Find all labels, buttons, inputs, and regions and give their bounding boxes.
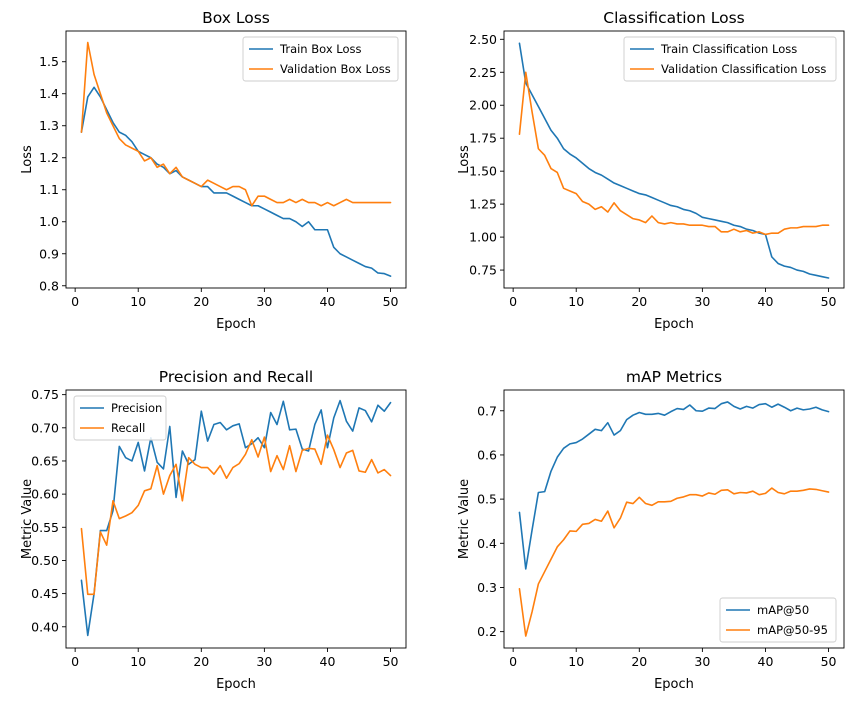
legend-box <box>719 597 837 643</box>
plot-frame <box>65 30 407 289</box>
chart-title: Classification Loss <box>603 9 744 27</box>
x-tick-label: 20 <box>193 294 209 309</box>
x-tick-label: 0 <box>71 654 79 669</box>
x-tick-label: 50 <box>821 294 837 309</box>
y-tick-label: 0.5 <box>477 492 497 507</box>
y-tick-label: 0.3 <box>477 580 497 595</box>
chart-map-metrics: 0 10 20 30 40 50 0.2 0.3 0.4 0.5 0.6 0.7 mAP Metrics… <box>457 368 845 692</box>
y-tick-label: 0.45 <box>31 586 59 601</box>
y-tick-label: 0.7 <box>477 403 497 418</box>
legend: mAP@50 mAP@50-95 <box>719 597 837 643</box>
x-tick-label: 40 <box>758 654 774 669</box>
x-tick-label: 30 <box>256 654 272 669</box>
x-axis-label: Epoch <box>654 677 694 692</box>
x-tick-label: 40 <box>320 294 336 309</box>
y-tick-label: 1.0 <box>39 214 59 229</box>
chart-title: Precision and Recall <box>159 368 313 386</box>
y-tick-label: 2.50 <box>469 32 497 47</box>
y-tick-label: 0.9 <box>39 246 59 261</box>
y-tick-label: 0.40 <box>31 619 59 634</box>
y-tick-label: 0.50 <box>31 553 59 568</box>
legend-box <box>623 36 837 82</box>
y-tick-label: 0.70 <box>31 420 59 435</box>
legend: Train Box Loss Validation Box Loss <box>242 36 399 82</box>
chart-box-loss: 0 10 20 30 40 50 0.8 0.9 1.0 1.1 1.2 1.3 1.4 1.5 Box L… <box>20 9 407 332</box>
y-axis-label: Loss <box>457 145 472 174</box>
chart-title: mAP Metrics <box>626 368 722 386</box>
y-tick-label: 0.55 <box>31 520 59 535</box>
series-line-precision <box>80 399 392 637</box>
x-tick-label: 30 <box>694 654 710 669</box>
plot-frame <box>503 30 845 289</box>
chart-precision-and-recall: 0 10 20 30 40 50 0.40 0.45 0.50 0.55 0.60 0.65 0.70 0… <box>20 368 407 692</box>
y-tick-label: 0.75 <box>469 263 497 278</box>
series-line-recall <box>80 434 392 596</box>
legend-label-map-at-50: mAP@50 <box>757 603 809 617</box>
y-axis-label: Metric Value <box>20 479 35 559</box>
legend-box <box>242 36 399 82</box>
x-tick-label: 50 <box>821 654 837 669</box>
x-tick-label: 10 <box>130 294 146 309</box>
x-tick-label: 0 <box>509 654 517 669</box>
series-line-validation-box-loss <box>80 41 392 207</box>
x-tick-label: 20 <box>631 654 647 669</box>
y-tick-label: 2.25 <box>469 65 497 80</box>
x-tick-label: 40 <box>320 654 336 669</box>
x-tick-label: 50 <box>383 654 399 669</box>
x-axis-label: Epoch <box>216 317 256 332</box>
x-tick-label: 30 <box>256 294 272 309</box>
legend: Precision Recall <box>73 395 167 441</box>
y-tick-label: 1.2 <box>39 150 59 165</box>
x-tick-label: 20 <box>193 654 209 669</box>
series-line-map-at-50-95 <box>518 487 830 637</box>
y-tick-label: 1.3 <box>39 118 59 133</box>
legend-label-validation-classification-loss: Validation Classification Loss <box>661 62 826 76</box>
y-tick-label: 2.00 <box>469 98 497 113</box>
x-tick-label: 30 <box>694 294 710 309</box>
y-tick-label: 1.1 <box>39 182 59 197</box>
series-line-train-classification-loss <box>518 42 830 279</box>
y-tick-label: 0.2 <box>477 624 497 639</box>
x-axis-label: Epoch <box>216 677 256 692</box>
y-tick-label: 1.00 <box>469 230 497 245</box>
series-line-train-box-loss <box>80 86 392 277</box>
y-tick-label: 1.5 <box>39 54 59 69</box>
x-tick-label: 50 <box>383 294 399 309</box>
x-tick-label: 10 <box>568 294 584 309</box>
y-tick-label: 1.50 <box>469 164 497 179</box>
y-tick-label: 0.4 <box>477 536 497 551</box>
series-line-map-at-50 <box>518 401 830 570</box>
x-tick-label: 10 <box>568 654 584 669</box>
y-tick-label: 0.60 <box>31 487 59 502</box>
series-line-validation-classification-loss <box>518 71 830 236</box>
legend-label-train-box-loss: Train Box Loss <box>279 42 362 56</box>
legend-label-recall: Recall <box>111 421 145 435</box>
y-tick-label: 0.75 <box>31 387 59 402</box>
x-tick-label: 0 <box>71 294 79 309</box>
x-tick-label: 40 <box>758 294 774 309</box>
y-tick-label: 0.65 <box>31 453 59 468</box>
legend-label-precision: Precision <box>111 401 162 415</box>
y-axis-label: Metric Value <box>457 479 472 559</box>
legend: Train Classification Loss Validation Clas… <box>623 36 837 82</box>
y-tick-label: 0.6 <box>477 447 497 462</box>
legend-label-map-at-50-95: mAP@50-95 <box>757 623 828 637</box>
legend-label-train-classification-loss: Train Classification Loss <box>660 42 797 56</box>
y-axis-label: Loss <box>20 145 35 174</box>
x-tick-label: 20 <box>631 294 647 309</box>
plot-frame <box>503 389 845 649</box>
legend-box <box>73 395 167 441</box>
y-tick-label: 1.75 <box>469 131 497 146</box>
x-axis-label: Epoch <box>654 317 694 332</box>
legend-label-validation-box-loss: Validation Box Loss <box>280 62 391 76</box>
y-tick-label: 1.4 <box>39 86 59 101</box>
y-tick-label: 1.25 <box>469 197 497 212</box>
chart-classification-loss: 0 10 20 30 40 50 0.75 1.00 1.25 1.50 1.75 2.00 2.25 2… <box>457 9 845 332</box>
plot-frame <box>65 389 407 649</box>
x-tick-label: 0 <box>509 294 517 309</box>
x-tick-label: 10 <box>130 654 146 669</box>
chart-title: Box Loss <box>202 9 270 27</box>
y-tick-label: 0.8 <box>39 278 59 293</box>
